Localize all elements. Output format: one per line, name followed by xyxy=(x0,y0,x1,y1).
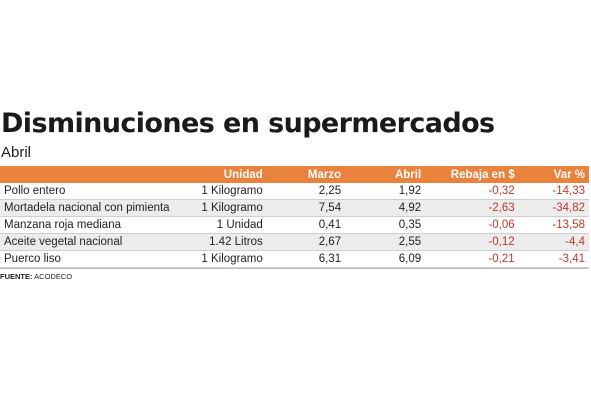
header-unidad: Unidad xyxy=(181,166,267,183)
cell-rebaja: -0,21 xyxy=(425,250,519,268)
cell-unidad: 1.42 Litros xyxy=(181,233,267,251)
cell-producto: Manzana roja mediana xyxy=(0,216,182,234)
footer-divider xyxy=(0,268,589,269)
cell-unidad: 1 Kilogramo xyxy=(181,199,267,217)
cell-abril: 0,35 xyxy=(345,216,426,234)
header-abril: Abril xyxy=(345,166,426,183)
cell-producto: Puerco liso xyxy=(0,250,182,268)
cell-abril: 1,92 xyxy=(345,183,426,200)
cell-producto: Aceite vegetal nacional xyxy=(0,233,182,251)
cell-marzo: 6,31 xyxy=(266,250,346,268)
page-subtitle: Abril xyxy=(1,144,32,161)
cell-var: -34,82 xyxy=(518,199,589,217)
table-row: Puerco liso 1 Kilogramo 6,31 6,09 -0,21 … xyxy=(0,250,589,268)
header-var: Var % xyxy=(518,166,589,183)
cell-producto: Mortadela nacional con pimienta xyxy=(0,199,182,217)
table-row: Pollo entero 1 Kilogramo 2,25 1,92 -0,32… xyxy=(0,183,589,200)
cell-var: -4,4 xyxy=(518,233,589,251)
cell-marzo: 2,25 xyxy=(266,183,346,200)
cell-marzo: 2,67 xyxy=(266,233,346,251)
table-row: Manzana roja mediana 1 Unidad 0,41 0,35 … xyxy=(0,216,589,234)
source-value: ACODECO xyxy=(34,272,73,281)
cell-var: -13,58 xyxy=(518,216,589,234)
header-marzo: Marzo xyxy=(266,166,346,183)
price-table: Unidad Marzo Abril Rebaja en $ Var % Pol… xyxy=(0,166,589,268)
cell-unidad: 1 Kilogramo xyxy=(181,183,267,200)
table-header-row: Unidad Marzo Abril Rebaja en $ Var % xyxy=(0,166,589,183)
cell-producto: Pollo entero xyxy=(0,183,182,200)
cell-var: -3,41 xyxy=(518,250,589,268)
cell-rebaja: -0,06 xyxy=(425,216,519,234)
cell-marzo: 0,41 xyxy=(266,216,346,234)
source-note: FUENTE: ACODECO xyxy=(0,272,72,281)
cell-unidad: 1 Kilogramo xyxy=(181,250,267,268)
cell-abril: 4,92 xyxy=(345,199,426,217)
cell-abril: 2,55 xyxy=(345,233,426,251)
cell-rebaja: -2,63 xyxy=(425,199,519,217)
source-label: FUENTE: xyxy=(0,272,33,281)
header-producto xyxy=(0,166,182,183)
cell-rebaja: -0,12 xyxy=(425,233,519,251)
table-row: Aceite vegetal nacional 1.42 Litros 2,67… xyxy=(0,233,589,251)
header-rebaja: Rebaja en $ xyxy=(425,166,519,183)
cell-rebaja: -0,32 xyxy=(425,183,519,200)
cell-var: -14,33 xyxy=(518,183,589,200)
page-title: Disminuciones en supermercados xyxy=(1,108,495,139)
cell-abril: 6,09 xyxy=(345,250,426,268)
cell-marzo: 7,54 xyxy=(266,199,346,217)
cell-unidad: 1 Unidad xyxy=(181,216,267,234)
table-row: Mortadela nacional con pimienta 1 Kilogr… xyxy=(0,199,589,217)
